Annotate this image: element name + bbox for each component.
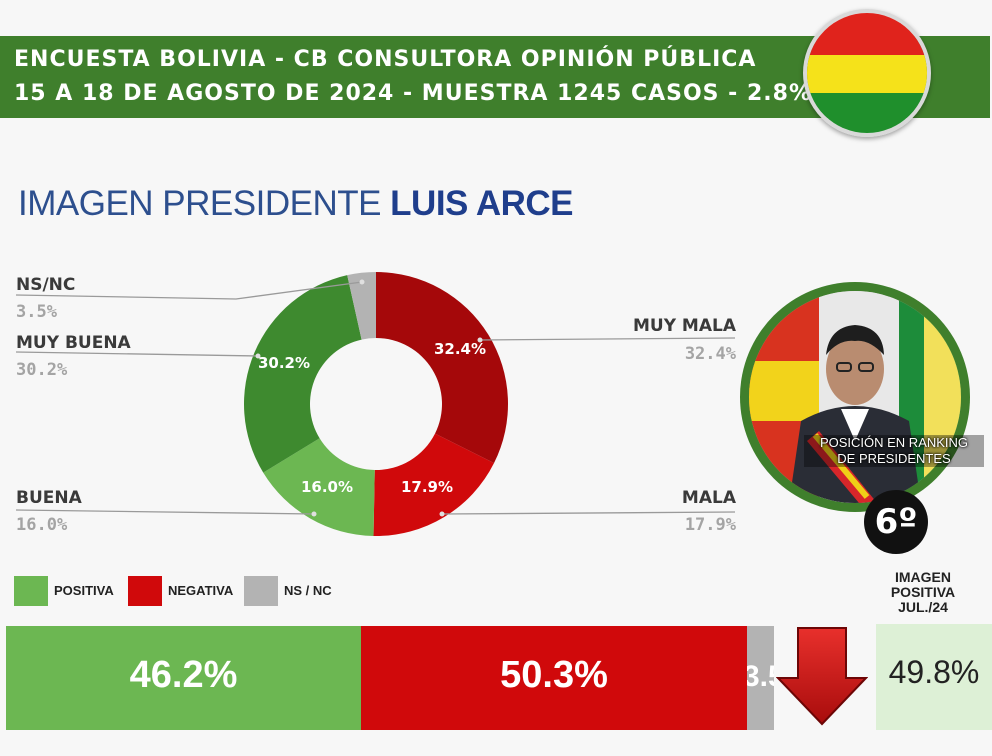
president-photo-frame [740,282,970,512]
ranking-caption-line1: POSICIÓN EN RANKING [819,435,969,450]
survey-title: ENCUESTA BOLIVIA - CB CONSULTORA OPINIÓN… [14,47,757,72]
previous-positive-value: 49.8% [888,654,980,690]
donut-slice-muy-mala [376,272,508,464]
legend-swatch-negativa [128,576,162,606]
leader-line [441,511,736,515]
bar-segment-positiva: 46.2% [6,626,361,730]
page-title: IMAGEN PRESIDENTE LUIS ARCE [18,184,573,224]
slice-value-label: 32.4% [434,340,486,358]
legend-label-negativa: NEGATIVA [168,583,234,598]
label-mala: MALA [681,488,736,508]
legend-label-nsnc: NS / NC [284,583,332,598]
bolivia-flag-icon [803,9,931,137]
value-mala: 17.9% [684,515,736,535]
leader-dot [255,353,261,359]
donut-slice-muy-buena [244,275,362,473]
bar-segment-ns-nc: 3.5 [747,626,774,730]
previous-title-line1: IMAGEN [895,569,951,585]
leader-line [15,509,315,515]
value-muy-mala: 32.4% [684,344,736,364]
leader-line [15,281,363,300]
survey-details: 15 A 18 DE AGOSTO DE 2024 - MUESTRA 1245… [14,81,879,106]
label-muy-buena: MUY BUENA [16,333,131,353]
value-muy-buena: 30.2% [16,360,68,380]
title-prefix: IMAGEN PRESIDENTE [18,184,391,223]
bar-segment-value: 46.2% [129,654,238,696]
legend-label-positiva: POSITIVA [54,583,114,598]
value-nsnc: 3.5% [16,302,57,322]
president-photo [749,291,961,503]
previous-title-line2: POSITIVA [890,584,956,600]
label-buena: BUENA [16,488,82,508]
leader-dot [311,511,317,517]
previous-title-line3: JUL./24 [898,599,948,615]
bar-segment-negativa: 50.3% [361,626,747,730]
ranking-caption-line2: DE PRESIDENTES [837,451,951,466]
summary-stacked-bar: 46.2% 50.3% 3.5 [6,626,774,730]
bar-segment-value: 50.3% [500,654,608,696]
bar-segment-value: 3.5 [747,660,774,693]
slice-value-label: 16.0% [301,478,353,496]
donut-slice-mala [373,433,494,536]
ranking-caption: POSICIÓN EN RANKING DE PRESIDENTES [804,435,984,467]
label-muy-mala: MUY MALA [632,316,736,336]
leader-line [479,337,736,341]
previous-value-box: 49.8% [876,624,992,730]
leader-dot [439,511,445,517]
legend-swatch-positiva [14,576,48,606]
leader-line [15,351,259,357]
value-buena: 16.0% [16,515,68,535]
donut-slice-buena [263,438,375,536]
leader-dot [477,337,483,343]
slice-value-label: 17.9% [401,478,453,496]
down-arrow-icon [776,627,868,726]
leader-dot [359,279,365,285]
label-nsnc: NS/NC [16,275,76,295]
previous-image-title: IMAGEN POSITIVA JUL./24 [868,570,978,615]
legend-swatch-nsnc [244,576,278,606]
president-name: LUIS ARCE [390,184,573,223]
slice-value-label: 30.2% [258,354,310,372]
ranking-position-badge: 6º [864,490,928,554]
donut-slice-ns-nc [347,272,376,340]
